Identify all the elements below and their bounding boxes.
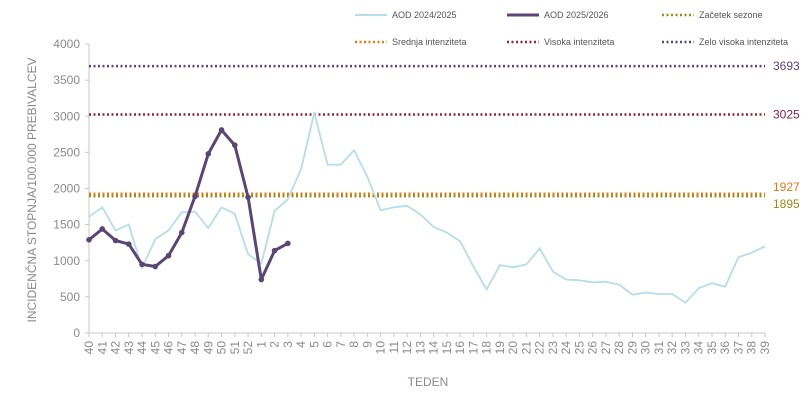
x-tick-label: 11	[387, 341, 401, 354]
x-tick-label: 7	[334, 341, 348, 348]
x-tick-label: 30	[639, 341, 653, 355]
x-tick-label: 35	[705, 341, 719, 355]
x-tick-label: 22	[533, 341, 547, 355]
data-point	[126, 241, 132, 247]
x-tick-label: 14	[427, 341, 441, 355]
x-tick-label: 26	[586, 341, 600, 355]
data-point	[179, 230, 185, 236]
x-axis: 40 41 42 43 44 45 46 47 48 49 50 51 52 1 2 3 4 5 6 7 8 9 10 11 1…	[82, 333, 772, 354]
x-tick-label: 43	[122, 341, 136, 355]
y-tick-label: 4000	[53, 37, 80, 51]
x-tick-label: 38	[745, 341, 759, 355]
x-tick-label: 39	[758, 341, 772, 355]
y-tick-label: 1500	[53, 218, 80, 232]
legend-label: AOD 2025/2026	[544, 10, 609, 20]
x-tick-label: 45	[148, 341, 162, 355]
y-tick-label: 1000	[53, 254, 80, 268]
x-tick-label: 48	[188, 341, 202, 355]
x-tick-label: 12	[400, 341, 414, 355]
x-tick-label: 49	[201, 341, 215, 355]
y-tick-label: 3000	[53, 109, 80, 123]
x-tick-label: 46	[162, 341, 176, 355]
x-tick-label: 3	[281, 341, 295, 348]
y-tick-label: 3500	[53, 73, 80, 87]
data-point	[205, 151, 211, 157]
legend: AOD 2024/2025 AOD 2025/2026 Začetek sezone…	[355, 10, 788, 47]
x-tick-label: 31	[652, 341, 666, 355]
legend-label: Srednja intenziteta	[392, 37, 467, 47]
x-tick-label: 36	[718, 341, 732, 355]
series-line	[89, 130, 288, 280]
data-point	[139, 262, 145, 268]
x-tick-label: 2	[268, 341, 282, 348]
threshold-label: 1927	[773, 180, 800, 194]
x-tick-label: 6	[321, 341, 335, 348]
x-tick-label: 41	[95, 341, 109, 355]
data-point	[232, 142, 238, 148]
x-tick-label: 10	[374, 341, 388, 355]
data-point	[152, 264, 158, 270]
y-tick-label: 2000	[53, 182, 80, 196]
x-tick-label: 8	[347, 341, 361, 348]
x-tick-label: 25	[572, 341, 586, 355]
legend-label: Visoka intenziteta	[544, 37, 614, 47]
x-tick-label: 52	[241, 341, 255, 355]
data-point	[99, 226, 105, 232]
x-tick-label: 24	[559, 341, 573, 355]
x-tick-label: 5	[307, 341, 321, 348]
x-tick-label: 23	[546, 341, 560, 355]
threshold-label: 3025	[773, 107, 800, 121]
data-point	[192, 194, 198, 200]
data-point	[166, 253, 172, 259]
x-tick-label: 19	[493, 341, 507, 355]
x-tick-label: 1	[254, 341, 268, 348]
y-axis: 0 500 1000 1500 2000 2500 3000 3500 4000	[53, 37, 89, 340]
x-tick-label: 29	[625, 341, 639, 355]
x-tick-label: 44	[135, 341, 149, 355]
data-point	[219, 127, 225, 133]
threshold-label: 1895	[773, 197, 800, 211]
series-lines	[86, 113, 765, 303]
y-axis-title: INCIDENČNA STOPNJA/100.000 PREBIVALCEV	[24, 58, 39, 323]
data-point	[285, 241, 291, 247]
data-point	[113, 238, 119, 244]
data-point	[245, 194, 251, 200]
threshold-label: 3693	[773, 59, 800, 73]
x-tick-label: 28	[612, 341, 626, 355]
x-tick-label: 13	[413, 341, 427, 355]
x-tick-label: 34	[692, 341, 706, 355]
data-point	[86, 237, 92, 243]
x-tick-label: 21	[519, 341, 533, 355]
x-tick-label: 32	[665, 341, 679, 355]
x-tick-label: 42	[109, 341, 123, 355]
x-tick-label: 33	[678, 341, 692, 355]
y-tick-label: 500	[60, 290, 80, 304]
x-axis-title: TEDEN	[408, 375, 449, 389]
y-tick-label: 2500	[53, 145, 80, 159]
legend-label: AOD 2024/2025	[392, 10, 457, 20]
x-tick-label: 17	[466, 341, 480, 355]
x-tick-label: 40	[82, 341, 96, 355]
x-tick-label: 4	[294, 341, 308, 348]
x-tick-label: 51	[228, 341, 242, 355]
x-tick-label: 27	[599, 341, 613, 355]
x-tick-label: 15	[440, 341, 454, 355]
x-tick-label: 50	[215, 341, 229, 355]
x-tick-label: 16	[453, 341, 467, 355]
x-tick-label: 47	[175, 341, 189, 355]
threshold-lines: 1895 1927 3025 3693	[89, 59, 800, 211]
legend-label: Zelo visoka intenziteta	[699, 37, 788, 47]
y-tick-label: 0	[73, 326, 80, 340]
x-tick-label: 20	[506, 341, 520, 355]
x-tick-label: 9	[360, 341, 374, 348]
x-tick-label: 18	[480, 341, 494, 355]
data-point	[272, 248, 278, 254]
legend-label: Začetek sezone	[699, 10, 763, 20]
data-point	[259, 277, 265, 283]
x-tick-label: 37	[731, 341, 745, 355]
